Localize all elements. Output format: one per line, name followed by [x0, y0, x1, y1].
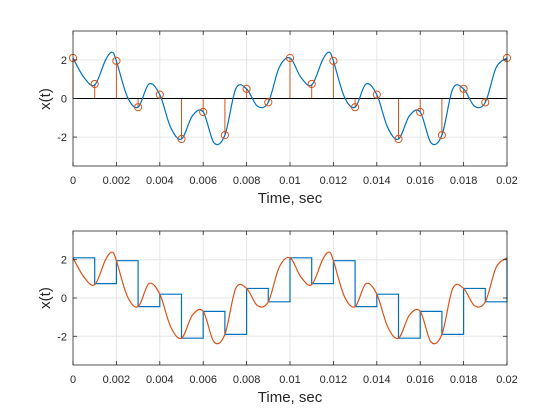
top-plot-x-tick-label: 0.016: [406, 175, 434, 187]
top-plot-x-tick-label: 0.008: [233, 175, 261, 187]
top-plot: 0 0.002 0.004 0.006 0.008 0.01 0.012 0.014 0.016…: [37, 30, 518, 207]
top-plot-stem-marker: [220, 131, 229, 140]
bottom-plot-x-tick-label: 0.016: [406, 374, 434, 386]
top-plot-x-tick-label: 0.018: [450, 175, 478, 187]
top-plot-x-tick-label: 0.004: [146, 175, 174, 187]
top-plot-stem-marker: [481, 98, 490, 107]
top-plot-x-tick-label: 0.01: [279, 175, 300, 187]
top-plot-stem-marker: [177, 134, 186, 144]
bottom-plot-x-tick-label: 0.004: [146, 374, 174, 386]
bottom-plot-y-ticks: -2 0 2: [57, 255, 507, 343]
top-plot-stem-marker: [285, 53, 295, 63]
top-plot-y-ticks: -2 0 2: [57, 55, 507, 144]
bottom-plot-x-tick-label: 0.008: [233, 374, 261, 386]
top-plot-stem-marker: [112, 56, 121, 65]
bottom-plot-y-axis-label: x(t): [37, 287, 54, 309]
bottom-plot-y-tick-label: 0: [61, 293, 67, 305]
top-plot-x-tick-label: 0.02: [496, 175, 517, 187]
bottom-plot-x-ticks: 0 0.002 0.004 0.006 0.008 0.01 0.012 0.014 0.016…: [70, 231, 518, 386]
bottom-plot-y-tick-label: 2: [61, 255, 67, 267]
top-plot-stem-marker: [351, 103, 360, 112]
bottom-plot-x-tick-label: 0.006: [189, 374, 217, 386]
top-plot-x-tick-label: 0.012: [320, 175, 348, 187]
top-plot-stem-marker: [329, 56, 338, 65]
top-plot-stem-marker: [416, 107, 425, 117]
top-plot-stem-marker: [394, 134, 403, 144]
top-plot-x-axis-label: Time, sec: [258, 190, 323, 207]
top-plot-stem-marker: [90, 79, 99, 89]
bottom-plot-continuous-signal: [72, 251, 508, 345]
top-plot-stem-marker: [199, 107, 208, 117]
bottom-plot-x-tick-label: 0.02: [496, 374, 517, 386]
top-plot-y-tick-label: -2: [57, 132, 67, 144]
top-plot-stem-marker: [155, 90, 164, 99]
top-plot-stem-marker: [437, 131, 446, 140]
top-plot-x-ticks: 0 0.002 0.004 0.006 0.008 0.01 0.012 0.014 0.016…: [70, 31, 518, 187]
top-plot-stem-marker: [264, 98, 273, 107]
bottom-plot-x-tick-label: 0.012: [320, 374, 348, 386]
bottom-plot-x-tick-label: 0.01: [279, 374, 300, 386]
top-plot-x-tick-label: 0.014: [363, 175, 391, 187]
top-plot-y-tick-label: 2: [61, 55, 67, 67]
top-plot-stem-marker: [372, 90, 381, 99]
bottom-plot-y-tick-label: -2: [57, 331, 67, 343]
top-plot-x-tick-label: 0.006: [189, 175, 217, 187]
top-plot-continuous-signal: [72, 51, 508, 146]
top-plot-y-tick-label: 0: [61, 94, 67, 106]
top-plot-y-axis-label: x(t): [37, 88, 54, 110]
bottom-plot-x-tick-label: 0.002: [103, 374, 131, 386]
top-plot-stem-marker: [307, 79, 316, 89]
top-plot-stem-marker: [459, 84, 468, 93]
bottom-plot: 0 0.002 0.004 0.006 0.008 0.01 0.012 0.014 0.016…: [37, 230, 518, 406]
top-plot-stem-marker: [134, 103, 143, 112]
bottom-plot-x-axis-label: Time, sec: [258, 389, 323, 406]
top-plot-stem-marker: [242, 84, 251, 93]
bottom-plot-x-tick-label: 0.014: [363, 374, 391, 386]
top-plot-x-tick-label: 0: [70, 175, 76, 187]
top-plot-x-tick-label: 0.002: [103, 175, 131, 187]
bottom-plot-x-tick-label: 0: [70, 374, 76, 386]
bottom-plot-x-tick-label: 0.018: [450, 374, 478, 386]
top-plot-sample-stems: [72, 58, 508, 139]
